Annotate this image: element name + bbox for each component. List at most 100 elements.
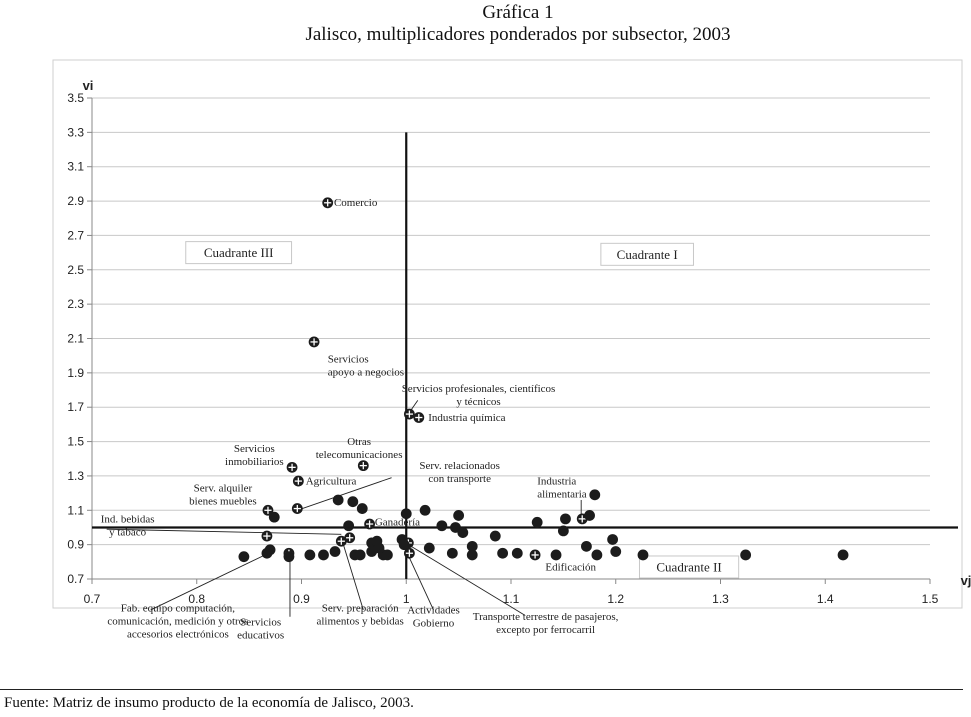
y-tick-label: 3.5: [67, 91, 84, 105]
x-tick-label: 1.3: [712, 592, 729, 606]
annotation-line: Transporte terrestre de pasajeros,: [473, 611, 619, 623]
x-tick-label: 0.9: [293, 592, 310, 606]
data-point: [318, 549, 329, 561]
y-tick-label: 0.9: [67, 538, 84, 552]
point-annotation: Agricultura: [306, 476, 357, 488]
data-point: [446, 547, 458, 559]
annotation-line: Ind. bebidas: [101, 513, 155, 525]
data-point: [400, 508, 412, 520]
data-point: [356, 503, 368, 514]
annotation-line: Agricultura: [306, 476, 357, 488]
data-point: [637, 549, 649, 561]
data-point: [423, 542, 435, 554]
data-point: [283, 551, 295, 563]
x-axis-label: vj: [961, 573, 971, 588]
annotation-line: y tabaco: [109, 526, 146, 538]
leader-line: [297, 477, 392, 511]
y-tick-label: 2.3: [67, 297, 84, 311]
data-point: [373, 542, 385, 554]
annotation-line: Servicios: [234, 443, 275, 455]
annotation-line: comunicación, medición y otros: [107, 616, 248, 628]
data-point: [238, 551, 250, 563]
y-tick-label: 1.9: [67, 366, 84, 380]
annotation-line: Actividades: [407, 604, 460, 616]
quadrant-labels: Cuadrante III Cuadrante I Cuadrante II: [185, 241, 740, 579]
data-point: [457, 527, 469, 539]
point-annotation: Ind. bebidas y tabaco: [101, 513, 155, 538]
annotation-line: Serv. alquiler: [194, 482, 253, 494]
data-point: [436, 520, 448, 532]
y-tick-label: 3.3: [67, 125, 84, 139]
data-point: [610, 546, 622, 557]
x-tick-label: 1.4: [817, 592, 834, 606]
data-point: [740, 549, 752, 561]
quadrant-label: Cuadrante III: [204, 245, 274, 260]
data-point: [591, 549, 603, 561]
data-point: [304, 549, 316, 561]
point-annotation: Servicios profesionales, científicos y té…: [402, 383, 556, 408]
data-point: [264, 544, 276, 556]
data-point: [332, 494, 344, 506]
data-point: [329, 546, 341, 557]
leader-line: [408, 544, 525, 616]
point-annotation: Otras telecomunicaciones: [316, 436, 403, 461]
point-annotation: Serv. relacionados con transporte: [419, 460, 500, 485]
point-annotation: Fab. equipo computación, comunicación, me…: [107, 603, 248, 641]
point-annotation: Servicios inmobiliarios: [225, 443, 284, 468]
quadrant-box: [638, 555, 740, 579]
data-point: [511, 547, 523, 559]
data-point: [381, 549, 393, 561]
point-annotation: Serv. preparación alimentos y bebidas: [316, 603, 403, 628]
y-tick-label: 1.5: [67, 435, 84, 449]
annotation-line: y técnicos: [456, 396, 500, 408]
scatter-chart: 0.7 0.9 1.1 1.3 1.5 1.7 1.9 2.1 2.3 2.5 2.7 2.9 3.1 3…: [52, 59, 971, 641]
annotation-line: alimentaria: [537, 489, 587, 501]
data-point: [550, 549, 562, 561]
x-tick-label: 1.5: [922, 592, 939, 606]
x-tick-label: 1: [403, 592, 410, 606]
annotation-line: Servicios: [240, 616, 281, 628]
annotation-line: educativos: [237, 629, 284, 641]
leader-line: [406, 553, 434, 611]
source-note: Fuente: Matriz de insumo producto de la …: [4, 695, 414, 711]
data-point: [398, 539, 410, 551]
leader-line: [150, 551, 273, 611]
point-annotation: Edificación: [545, 561, 596, 573]
annotation-line: Serv. preparación: [322, 603, 399, 615]
y-tick-label: 1.1: [67, 503, 84, 517]
data-point: [607, 534, 619, 545]
point-annotation: Industria alimentaria: [537, 476, 587, 501]
annotation-line: Comercio: [334, 197, 378, 209]
data-point: [466, 540, 478, 552]
point-annotation: Industria química: [428, 412, 505, 424]
leader-line: [106, 528, 342, 535]
data-point: [419, 504, 431, 516]
annotation-line: con transporte: [428, 473, 491, 485]
annotation-line: Edificación: [545, 561, 596, 573]
y-tick-label: 2.5: [67, 263, 84, 277]
quadrant-box: [600, 242, 694, 266]
annotation-line: bienes muebles: [189, 495, 257, 507]
x-tick-label: 0.8: [188, 592, 205, 606]
plot-frame: [52, 59, 963, 609]
annotation-line: Gobierno: [413, 617, 455, 629]
reference-lines: [92, 132, 958, 579]
annotation-line: accesorios electrónicos: [127, 629, 229, 641]
data-point: [466, 549, 478, 561]
quadrant-label: Cuadrante II: [656, 559, 721, 574]
data-point: [354, 549, 366, 561]
point-annotation: Actividades Gobierno: [407, 604, 460, 629]
x-tick-label: 1.2: [607, 592, 624, 606]
data-point: [453, 510, 465, 521]
annotation-line: Servicios: [328, 354, 369, 366]
point-annotation: Transporte terrestre de pasajeros, except…: [473, 611, 619, 636]
leader-lines: [106, 400, 582, 617]
point-annotation: Serv. alquiler bienes muebles: [189, 482, 257, 507]
data-point: [347, 496, 359, 508]
data-point: [581, 540, 592, 552]
x-tick-label: 1.1: [503, 592, 520, 606]
gridlines: [92, 97, 930, 546]
annotation-line: Servicios profesionales, científicos: [402, 383, 556, 395]
point-annotation: Comercio: [334, 197, 378, 209]
